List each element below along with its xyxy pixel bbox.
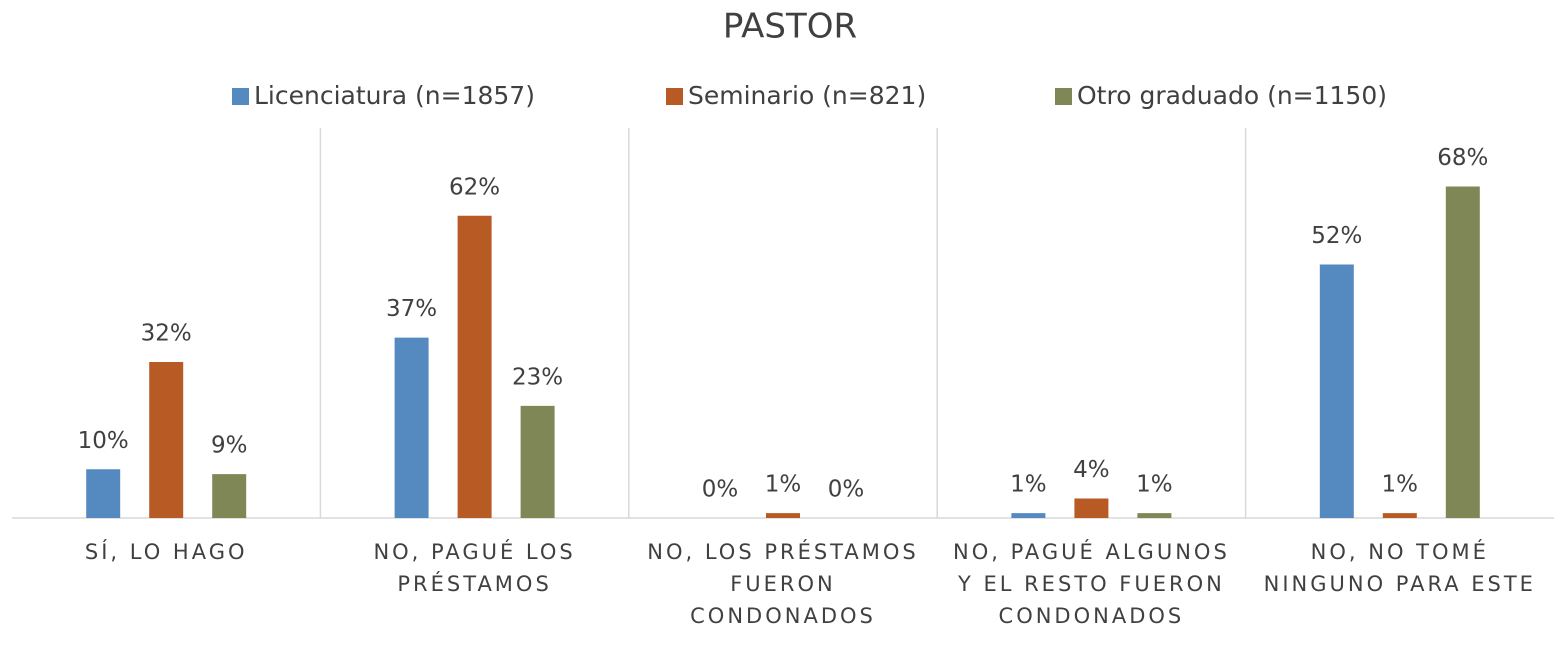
bar: [520, 405, 555, 518]
x-tick-label: NO, NO TOMÉ NINGUNO PARA ESTE: [1264, 539, 1536, 596]
bar: [1074, 498, 1109, 518]
x-tick-label: SÍ, LO HAGO: [85, 539, 248, 564]
x-tick-label: NO, LOS PRÉSTAMOS FUERON CONDONADOS: [647, 539, 918, 628]
bar: [394, 337, 429, 518]
bar: [1011, 513, 1046, 518]
bar: [1137, 513, 1172, 518]
legend-swatch: [1055, 88, 1072, 105]
legend-label: Otro graduado (n=1150): [1077, 81, 1387, 110]
legend-label: Licenciatura (n=1857): [254, 81, 535, 110]
bar: [212, 474, 247, 518]
bar: [766, 513, 800, 518]
data-label: 62%: [449, 174, 500, 200]
data-label: 0%: [702, 477, 739, 503]
data-label: 1%: [1010, 472, 1047, 498]
data-label: 37%: [386, 296, 437, 322]
data-label: 0%: [828, 477, 865, 503]
bar: [1382, 513, 1417, 518]
data-label: 32%: [141, 321, 192, 347]
x-tick-label: NO, PAGUÉ LOS PRÉSTAMOS: [373, 539, 575, 596]
legend-label: Seminario (n=821): [688, 81, 926, 110]
chart-title: PASTOR: [723, 7, 857, 47]
data-label: 1%: [1136, 472, 1173, 498]
legend-swatch: [666, 88, 683, 105]
data-label: 23%: [512, 364, 563, 390]
data-label: 1%: [1382, 472, 1419, 498]
x-tick-label: NO, PAGUÉ ALGUNOS Y EL RESTO FUERON CONDON…: [953, 539, 1230, 628]
data-label: 68%: [1437, 145, 1488, 171]
bar: [149, 362, 184, 518]
bar: [1319, 264, 1354, 518]
bar: [457, 215, 492, 518]
data-label: 9%: [211, 433, 248, 459]
data-label: 4%: [1073, 457, 1110, 483]
legend-swatch: [232, 88, 249, 105]
data-label: 1%: [765, 472, 802, 498]
bar: [1445, 186, 1480, 518]
data-label: 10%: [78, 428, 129, 454]
bar: [86, 469, 121, 518]
data-label: 52%: [1311, 223, 1362, 249]
